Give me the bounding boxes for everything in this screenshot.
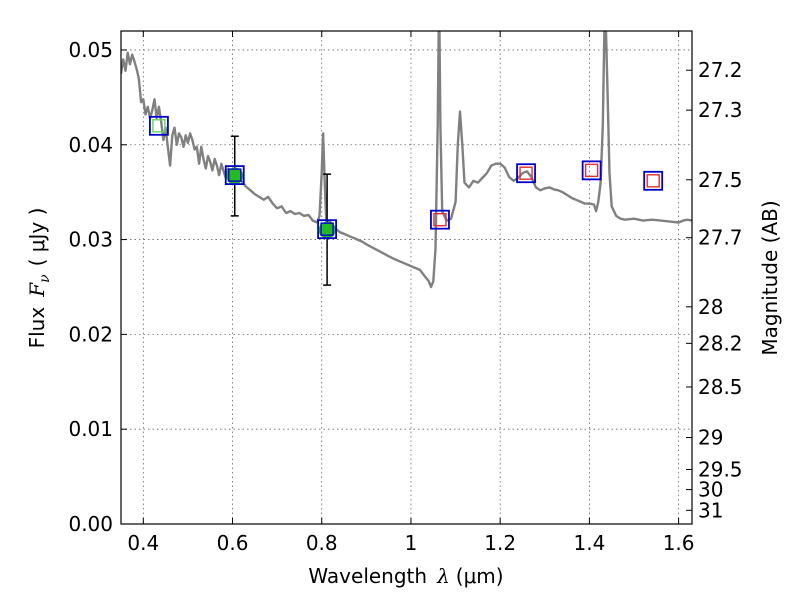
model-square-outer	[430, 209, 450, 230]
magnitude-tick-label: 30	[698, 478, 723, 502]
model-square-outer	[581, 160, 602, 181]
magnitude-tick-label: 28.5	[698, 375, 743, 399]
model-square-outer	[643, 170, 664, 191]
x-tick-label: 1	[405, 531, 418, 555]
model-square-outer	[224, 165, 245, 186]
model-square-inner	[152, 119, 166, 133]
y-tick-label: 0.01	[68, 417, 113, 441]
secondary-y-axis-label: Magnitude (AB)	[758, 200, 782, 355]
y-tick-label: 0.04	[68, 133, 113, 157]
magnitude-tick-label: 27.7	[698, 226, 743, 250]
x-tick-label: 0.8	[306, 531, 338, 555]
model-square-inner	[584, 163, 599, 178]
model-square-inner	[320, 222, 334, 236]
magnitude-tick-label: 27.3	[698, 98, 743, 122]
plot-frame	[120, 30, 693, 525]
grid	[121, 31, 692, 525]
x-axis-label: Wavelength λ (μm)	[308, 564, 503, 588]
magnitude-tick-label: 28.2	[698, 331, 743, 355]
magnitude-tick-label: 27.2	[698, 58, 743, 82]
y-axis-label: FluxFν( μJy )	[25, 208, 53, 349]
x-tick-label: 0.4	[127, 531, 159, 555]
plot-area	[121, 31, 692, 289]
model-square-inner	[519, 166, 533, 180]
y-tick-label: 0.03	[68, 228, 113, 252]
magnitude-tick-label: 29	[698, 426, 723, 450]
x-tick-label: 1.4	[573, 531, 605, 555]
axis-ticks: 0.4 0.6 0.8 1 1.2 1.4 1.6 0.00 0.01 0.02 0.03 0.04 0…	[68, 31, 743, 555]
y-tick-label: 0.02	[68, 322, 113, 346]
magnitude-tick-label: 27.5	[698, 168, 743, 192]
model-square-outer	[317, 219, 337, 240]
spectrum-line	[121, 31, 692, 289]
model-square-inner	[228, 168, 242, 182]
model-square-outer	[516, 163, 536, 184]
y-tick-label: 0.00	[68, 512, 113, 536]
x-tick-label: 1.6	[663, 531, 695, 555]
model-square-inner	[646, 174, 660, 188]
model-square-inner	[433, 212, 447, 227]
model-square-outer	[149, 115, 169, 136]
magnitude-tick-label: 31	[698, 498, 723, 522]
magnitude-tick-label: 29.5	[698, 457, 743, 481]
magnitude-tick-label: 28	[698, 295, 723, 319]
y-tick-label: 0.05	[68, 38, 113, 62]
x-tick-label: 1.2	[484, 531, 516, 555]
x-tick-label: 0.6	[217, 531, 249, 555]
